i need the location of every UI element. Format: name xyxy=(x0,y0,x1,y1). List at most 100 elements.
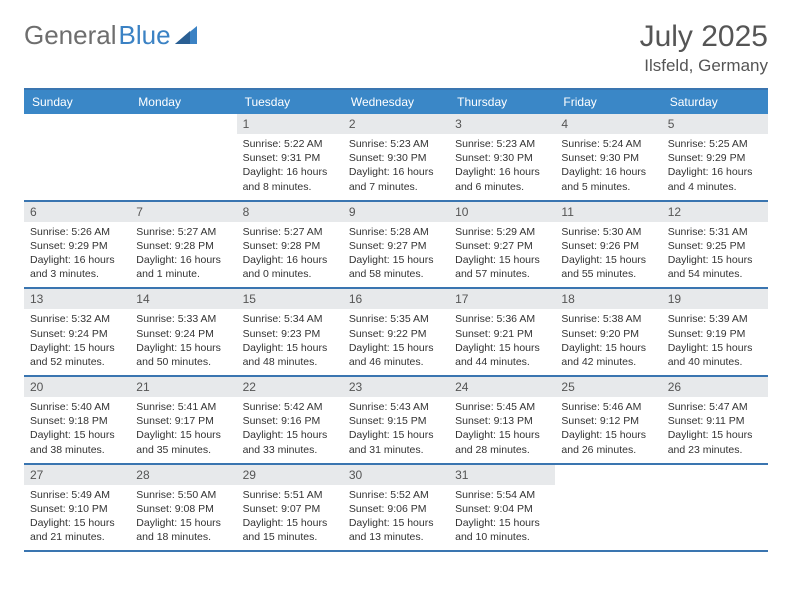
day-info: Sunrise: 5:39 AMSunset: 9:19 PMDaylight:… xyxy=(662,309,768,375)
sunrise-text: Sunrise: 5:30 AM xyxy=(561,225,655,239)
sunset-text: Sunset: 9:26 PM xyxy=(561,239,655,253)
daylight-text-2: and 7 minutes. xyxy=(349,180,443,194)
sunrise-text: Sunrise: 5:34 AM xyxy=(243,312,337,326)
day-info: Sunrise: 5:23 AMSunset: 9:30 PMDaylight:… xyxy=(343,134,449,200)
day-cell: 29Sunrise: 5:51 AMSunset: 9:07 PMDayligh… xyxy=(237,465,343,551)
daylight-text-2: and 4 minutes. xyxy=(668,180,762,194)
day-cell: 15 Sunrise: 5:34 AMSunset: 9:23 PMDayligh… xyxy=(237,289,343,375)
daylight-text-2: and 44 minutes. xyxy=(455,355,549,369)
sunset-text: Sunset: 9:31 PM xyxy=(243,151,337,165)
day-cell: 7Sunrise: 5:27 AMSunset: 9:28 PMDaylight… xyxy=(130,202,236,288)
day-number: 9 xyxy=(343,202,449,222)
sunrise-text: Sunrise: 5:41 AM xyxy=(136,400,230,414)
sunrise-text: Sunrise: 5:43 AM xyxy=(349,400,443,414)
day-cell: 9Sunrise: 5:28 AMSunset: 9:27 PMDaylight… xyxy=(343,202,449,288)
daylight-text-2: and 1 minute. xyxy=(136,267,230,281)
sunset-text: Sunset: 9:12 PM xyxy=(561,414,655,428)
daylight-text: Daylight: 16 hours xyxy=(349,165,443,179)
sunset-text: Sunset: 9:18 PM xyxy=(30,414,124,428)
dow-header: Friday xyxy=(555,90,661,114)
day-number: 14 xyxy=(130,289,236,309)
sunrise-text: Sunrise: 5:23 AM xyxy=(349,137,443,151)
day-number: 7 xyxy=(130,202,236,222)
location-label: Ilsfeld, Germany xyxy=(640,56,768,76)
day-number: 13 xyxy=(24,289,130,309)
sunset-text: Sunset: 9:25 PM xyxy=(668,239,762,253)
sunrise-text: Sunrise: 5:47 AM xyxy=(668,400,762,414)
sunset-text: Sunset: 9:23 PM xyxy=(243,327,337,341)
week-row: 6Sunrise: 5:26 AMSunset: 9:29 PMDaylight… xyxy=(24,202,768,290)
sunset-text: Sunset: 9:22 PM xyxy=(349,327,443,341)
day-info: Sunrise: 5:54 AMSunset: 9:04 PMDaylight:… xyxy=(449,485,555,551)
day-cell: 3Sunrise: 5:23 AMSunset: 9:30 PMDaylight… xyxy=(449,114,555,200)
daylight-text: Daylight: 15 hours xyxy=(136,428,230,442)
day-number: 6 xyxy=(24,202,130,222)
dow-header: Saturday xyxy=(662,90,768,114)
empty-cell xyxy=(555,465,661,551)
week-row: 13Sunrise: 5:32 AMSunset: 9:24 PMDayligh… xyxy=(24,289,768,377)
sunset-text: Sunset: 9:27 PM xyxy=(455,239,549,253)
sunset-text: Sunset: 9:24 PM xyxy=(30,327,124,341)
day-number: 20 xyxy=(24,377,130,397)
day-cell: 23Sunrise: 5:43 AMSunset: 9:15 PMDayligh… xyxy=(343,377,449,463)
daylight-text: Daylight: 15 hours xyxy=(455,428,549,442)
day-number: 15 xyxy=(237,289,343,309)
daylight-text: Daylight: 16 hours xyxy=(561,165,655,179)
dow-header: Tuesday xyxy=(237,90,343,114)
day-number: 8 xyxy=(237,202,343,222)
daylight-text: Daylight: 16 hours xyxy=(455,165,549,179)
day-cell: 18Sunrise: 5:38 AMSunset: 9:20 PMDayligh… xyxy=(555,289,661,375)
day-cell: 2Sunrise: 5:23 AMSunset: 9:30 PMDaylight… xyxy=(343,114,449,200)
daylight-text-2: and 23 minutes. xyxy=(668,443,762,457)
daylight-text: Daylight: 16 hours xyxy=(243,253,337,267)
day-number: 27 xyxy=(24,465,130,485)
sunset-text: Sunset: 9:20 PM xyxy=(561,327,655,341)
day-info: Sunrise: 5:42 AMSunset: 9:16 PMDaylight:… xyxy=(237,397,343,463)
daylight-text: Daylight: 15 hours xyxy=(668,253,762,267)
day-number: 11 xyxy=(555,202,661,222)
logo-sail-icon xyxy=(175,26,197,49)
day-cell: 27Sunrise: 5:49 AMSunset: 9:10 PMDayligh… xyxy=(24,465,130,551)
daylight-text: Daylight: 15 hours xyxy=(136,516,230,530)
daylight-text-2: and 57 minutes. xyxy=(455,267,549,281)
sunset-text: Sunset: 9:08 PM xyxy=(136,502,230,516)
sunrise-text: Sunrise: 5:26 AM xyxy=(30,225,124,239)
day-cell: 20Sunrise: 5:40 AMSunset: 9:18 PMDayligh… xyxy=(24,377,130,463)
daylight-text-2: and 33 minutes. xyxy=(243,443,337,457)
sunset-text: Sunset: 9:28 PM xyxy=(136,239,230,253)
day-number: 21 xyxy=(130,377,236,397)
sunrise-text: Sunrise: 5:24 AM xyxy=(561,137,655,151)
sunrise-text: Sunrise: 5:54 AM xyxy=(455,488,549,502)
sunrise-text: Sunrise: 5:42 AM xyxy=(243,400,337,414)
day-number: 26 xyxy=(662,377,768,397)
daylight-text: Daylight: 16 hours xyxy=(136,253,230,267)
day-cell: 30Sunrise: 5:52 AMSunset: 9:06 PMDayligh… xyxy=(343,465,449,551)
empty-cell xyxy=(662,465,768,551)
daylight-text-2: and 18 minutes. xyxy=(136,530,230,544)
title-block: July 2025 Ilsfeld, Germany xyxy=(640,20,768,76)
daylight-text-2: and 28 minutes. xyxy=(455,443,549,457)
sunrise-text: Sunrise: 5:52 AM xyxy=(349,488,443,502)
day-cell: 28Sunrise: 5:50 AMSunset: 9:08 PMDayligh… xyxy=(130,465,236,551)
day-number: 18 xyxy=(555,289,661,309)
day-cell: 22Sunrise: 5:42 AMSunset: 9:16 PMDayligh… xyxy=(237,377,343,463)
daylight-text: Daylight: 15 hours xyxy=(243,341,337,355)
daylight-text: Daylight: 15 hours xyxy=(136,341,230,355)
sunset-text: Sunset: 9:30 PM xyxy=(349,151,443,165)
daylight-text-2: and 35 minutes. xyxy=(136,443,230,457)
daylight-text-2: and 8 minutes. xyxy=(243,180,337,194)
day-info: Sunrise: 5:27 AMSunset: 9:28 PMDaylight:… xyxy=(130,222,236,288)
day-info: Sunrise: 5:25 AMSunset: 9:29 PMDaylight:… xyxy=(662,134,768,200)
day-cell: 16Sunrise: 5:35 AMSunset: 9:22 PMDayligh… xyxy=(343,289,449,375)
sunset-text: Sunset: 9:17 PM xyxy=(136,414,230,428)
daylight-text-2: and 15 minutes. xyxy=(243,530,337,544)
sunset-text: Sunset: 9:11 PM xyxy=(668,414,762,428)
header: General Blue July 2025 Ilsfeld, Germany xyxy=(24,20,768,76)
day-info: Sunrise: 5:49 AMSunset: 9:10 PMDaylight:… xyxy=(24,485,130,551)
daylight-text-2: and 55 minutes. xyxy=(561,267,655,281)
day-number: 5 xyxy=(662,114,768,134)
daylight-text-2: and 31 minutes. xyxy=(349,443,443,457)
page-title: July 2025 xyxy=(640,20,768,54)
week-row: 27Sunrise: 5:49 AMSunset: 9:10 PMDayligh… xyxy=(24,465,768,553)
day-info: Sunrise: 5:30 AMSunset: 9:26 PMDaylight:… xyxy=(555,222,661,288)
